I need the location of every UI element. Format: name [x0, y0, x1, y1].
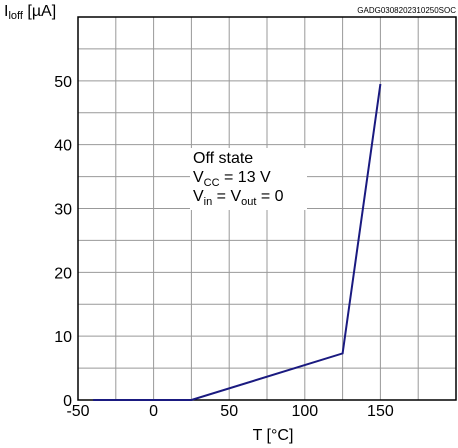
y-tick-label: 0 [63, 393, 72, 410]
annotation-line-3: Vin = Vout = 0 [193, 188, 284, 208]
y-axis-label-sub: loff [8, 10, 23, 22]
x-tick-label: 0 [149, 403, 158, 420]
y-tick-label: 30 [54, 202, 72, 219]
y-tick-label: 40 [54, 138, 72, 155]
annotation-line-2: VCC = 13 V [193, 169, 271, 189]
annotation-line-1: Off state [193, 150, 253, 167]
annotation-line-3-sub: in [204, 196, 213, 208]
annotation-line-1-text: Off state [193, 150, 253, 167]
plot-frame [77, 16, 457, 401]
annotation-line-2-main: V [193, 169, 204, 186]
y-tick-label: 20 [54, 265, 72, 282]
annotation-line-3-sub2: out [241, 196, 256, 208]
annotation-line-2-rest: = 13 V [220, 169, 271, 186]
x-tick-label: 100 [291, 403, 318, 420]
x-tick-label: 50 [220, 403, 238, 420]
annotation-line-3-rest2: = 0 [256, 188, 283, 205]
x-tick-label: 150 [367, 403, 394, 420]
x-tick-label: -50 [66, 403, 89, 420]
x-axis-label: T [°C] [253, 427, 294, 444]
y-axis-label: Iloff [µA] [4, 3, 56, 22]
figure-id-code: GADG0308202310250SOC [357, 6, 456, 15]
y-tick-label: 50 [54, 74, 72, 91]
annotation-box: Off state VCC = 13 V Vin = Vout = 0 [190, 148, 307, 210]
grid [78, 17, 456, 400]
annotation-line-2-sub: CC [204, 177, 220, 189]
y-tick-label: 10 [54, 329, 72, 346]
annotation-line-3-main: V [193, 188, 204, 205]
series-line [93, 83, 382, 401]
series-layer [93, 83, 382, 401]
annotation-background [190, 148, 307, 210]
y-axis-label-main: I [4, 3, 8, 20]
y-axis-label-unit: [µA] [23, 3, 56, 20]
annotation-line-3-rest: = V [212, 188, 241, 205]
